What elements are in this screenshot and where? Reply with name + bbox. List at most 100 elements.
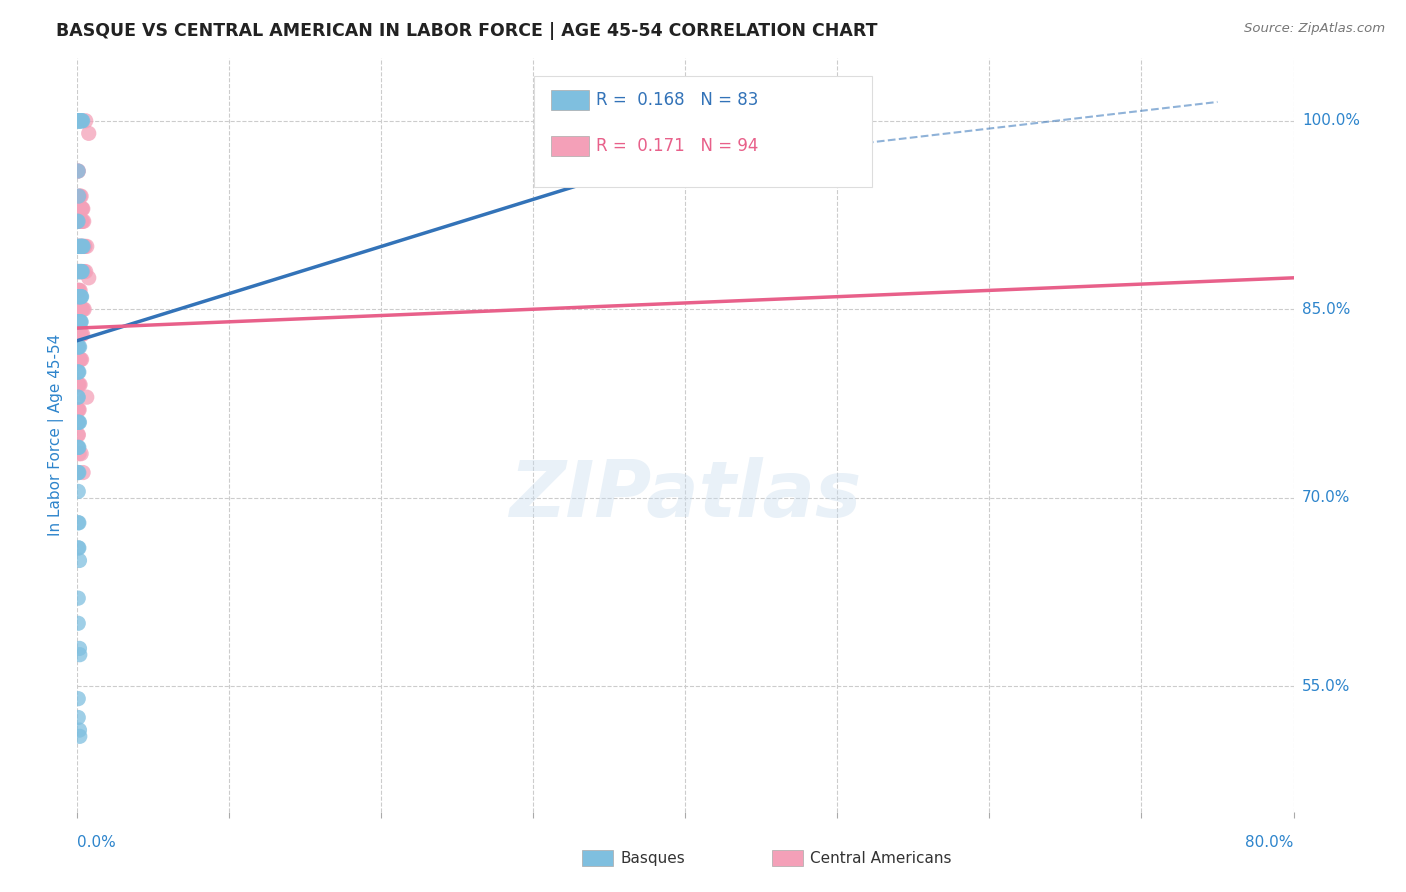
- Point: [67, 264, 90, 278]
- Point: [72, 302, 94, 317]
- Point: [66, 402, 89, 417]
- Point: [69, 239, 91, 253]
- Point: [69, 730, 91, 744]
- Point: [67, 315, 90, 329]
- Point: [66, 239, 89, 253]
- Point: [76, 390, 98, 404]
- Point: [70, 214, 93, 228]
- Point: [72, 264, 94, 278]
- Point: [66, 164, 89, 178]
- Text: BASQUE VS CENTRAL AMERICAN IN LABOR FORCE | AGE 45-54 CORRELATION CHART: BASQUE VS CENTRAL AMERICAN IN LABOR FORC…: [56, 22, 877, 40]
- Point: [69, 264, 91, 278]
- Point: [67, 239, 90, 253]
- Point: [67, 352, 90, 367]
- Text: 0.0%: 0.0%: [77, 836, 117, 850]
- Point: [67, 302, 90, 317]
- Point: [69, 377, 91, 392]
- Point: [69, 290, 91, 304]
- Point: [67, 264, 90, 278]
- Point: [67, 484, 90, 499]
- Point: [67, 113, 90, 128]
- Point: [67, 441, 90, 455]
- Point: [73, 239, 96, 253]
- Point: [67, 691, 90, 706]
- Point: [67, 327, 90, 342]
- Point: [69, 723, 91, 737]
- Point: [72, 327, 94, 342]
- Point: [73, 239, 96, 253]
- Point: [70, 189, 93, 203]
- Point: [70, 302, 93, 317]
- Point: [67, 239, 90, 253]
- Point: [70, 113, 93, 128]
- Point: [70, 239, 93, 253]
- Text: 55.0%: 55.0%: [1302, 679, 1350, 694]
- Text: Basques: Basques: [620, 851, 685, 865]
- Point: [66, 239, 89, 253]
- Point: [67, 428, 90, 442]
- Point: [70, 239, 93, 253]
- Point: [66, 264, 89, 278]
- Point: [69, 327, 91, 342]
- Point: [67, 377, 90, 392]
- Point: [72, 239, 94, 253]
- Point: [67, 214, 90, 228]
- Point: [70, 202, 93, 216]
- Point: [67, 415, 90, 429]
- Point: [67, 377, 90, 392]
- Point: [69, 239, 91, 253]
- Point: [66, 390, 89, 404]
- Point: [67, 541, 90, 555]
- Point: [67, 541, 90, 555]
- Point: [75, 113, 97, 128]
- Point: [70, 264, 93, 278]
- Point: [70, 290, 93, 304]
- Point: [77, 270, 100, 285]
- Point: [67, 616, 90, 631]
- Point: [67, 390, 90, 404]
- Text: Source: ZipAtlas.com: Source: ZipAtlas.com: [1244, 22, 1385, 36]
- Point: [69, 189, 91, 203]
- Point: [72, 214, 94, 228]
- Point: [70, 239, 93, 253]
- Point: [67, 164, 90, 178]
- Point: [67, 264, 90, 278]
- Point: [67, 113, 90, 128]
- Point: [67, 402, 90, 417]
- Point: [70, 264, 93, 278]
- Point: [67, 327, 90, 342]
- Point: [69, 641, 91, 656]
- Point: [67, 214, 90, 228]
- Point: [67, 284, 90, 298]
- Point: [70, 113, 93, 128]
- Point: [70, 352, 93, 367]
- Point: [69, 239, 91, 253]
- Point: [77, 127, 100, 141]
- Point: [67, 365, 90, 379]
- Point: [67, 290, 90, 304]
- Point: [70, 447, 93, 461]
- Point: [66, 415, 89, 429]
- Point: [67, 441, 90, 455]
- Point: [73, 302, 96, 317]
- Point: [69, 302, 91, 317]
- Point: [67, 352, 90, 367]
- Point: [69, 327, 91, 342]
- Point: [66, 290, 89, 304]
- Point: [67, 365, 90, 379]
- Point: [67, 447, 90, 461]
- Point: [70, 264, 93, 278]
- Point: [69, 553, 91, 567]
- Point: [69, 648, 91, 662]
- Point: [66, 264, 89, 278]
- Point: [69, 239, 91, 253]
- Point: [69, 315, 91, 329]
- Point: [69, 214, 91, 228]
- Point: [70, 315, 93, 329]
- Point: [67, 189, 90, 203]
- Point: [69, 315, 91, 329]
- Point: [67, 710, 90, 724]
- Point: [69, 264, 91, 278]
- Point: [66, 214, 89, 228]
- Point: [70, 327, 93, 342]
